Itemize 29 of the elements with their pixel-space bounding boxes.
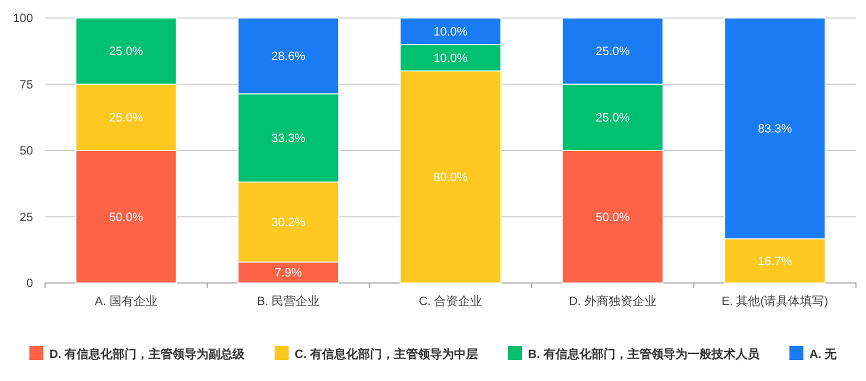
data-label: 25.0% bbox=[109, 110, 144, 124]
legend-label: D. 有信息化部门，主管领导为副总级 bbox=[49, 347, 246, 361]
data-label: 25.0% bbox=[596, 44, 630, 58]
legend-label: A. 无 bbox=[809, 347, 838, 361]
data-label: 33.3% bbox=[271, 130, 306, 145]
legend-label: B. 有信息化部门，主管领导为一般技术人员 bbox=[528, 347, 760, 361]
data-label: 10.0% bbox=[433, 24, 468, 38]
y-tick-label: 25 bbox=[20, 210, 34, 224]
data-label: 7.9% bbox=[274, 266, 302, 280]
y-tick-label: 100 bbox=[12, 11, 34, 25]
y-tick-label: 0 bbox=[26, 276, 34, 290]
data-label: 80.0% bbox=[433, 170, 468, 184]
data-label: 50.0% bbox=[596, 210, 630, 224]
data-label: 25.0% bbox=[109, 44, 144, 58]
data-label: 30.2% bbox=[271, 215, 306, 230]
x-tick-label: B. 民营企业 bbox=[256, 294, 320, 308]
data-label: 25.0% bbox=[596, 110, 630, 124]
data-label: 10.0% bbox=[433, 50, 468, 65]
data-label: 83.3% bbox=[758, 121, 792, 136]
x-tick-label: A. 国有企业 bbox=[94, 294, 158, 308]
data-label: 28.6% bbox=[271, 48, 306, 63]
y-tick-label: 50 bbox=[20, 144, 34, 158]
x-tick-label: E. 其他(请具体填写) bbox=[722, 294, 828, 308]
x-tick-label: D. 外商独资企业 bbox=[569, 294, 656, 308]
data-label: 16.7% bbox=[758, 254, 792, 268]
legend-label: C. 有信息化部门，主管领导为中层 bbox=[294, 347, 478, 361]
x-tick-label: C. 合资企业 bbox=[418, 294, 482, 308]
data-label: 50.0% bbox=[109, 210, 144, 224]
y-tick-label: 75 bbox=[20, 77, 34, 92]
